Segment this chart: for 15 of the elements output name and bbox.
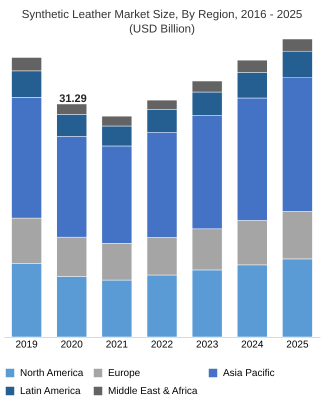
annotation: 31.29	[59, 93, 87, 105]
x-tick-label: 2023	[196, 340, 219, 350]
chart-title: Synthetic Leather Market Size, By Region, 2016 - 2025	[22, 8, 302, 21]
legend-label: Asia Pacific	[223, 368, 275, 379]
chart-subtitle: (USD Billion)	[129, 23, 196, 36]
x-tick-label: 2021	[106, 340, 128, 350]
x-tick-label: 2019	[15, 340, 38, 350]
x-tick-label: 2025	[286, 340, 309, 350]
legend-label: Middle East & Africa	[108, 386, 198, 397]
legend-label: Latin America	[20, 386, 82, 397]
x-tick-label: 2022	[150, 340, 174, 350]
legend-label: North America	[20, 368, 84, 379]
legend-label: Europe	[108, 368, 141, 379]
x-tick-label: 2020	[60, 340, 84, 350]
x-tick-label: 2024	[241, 340, 264, 350]
